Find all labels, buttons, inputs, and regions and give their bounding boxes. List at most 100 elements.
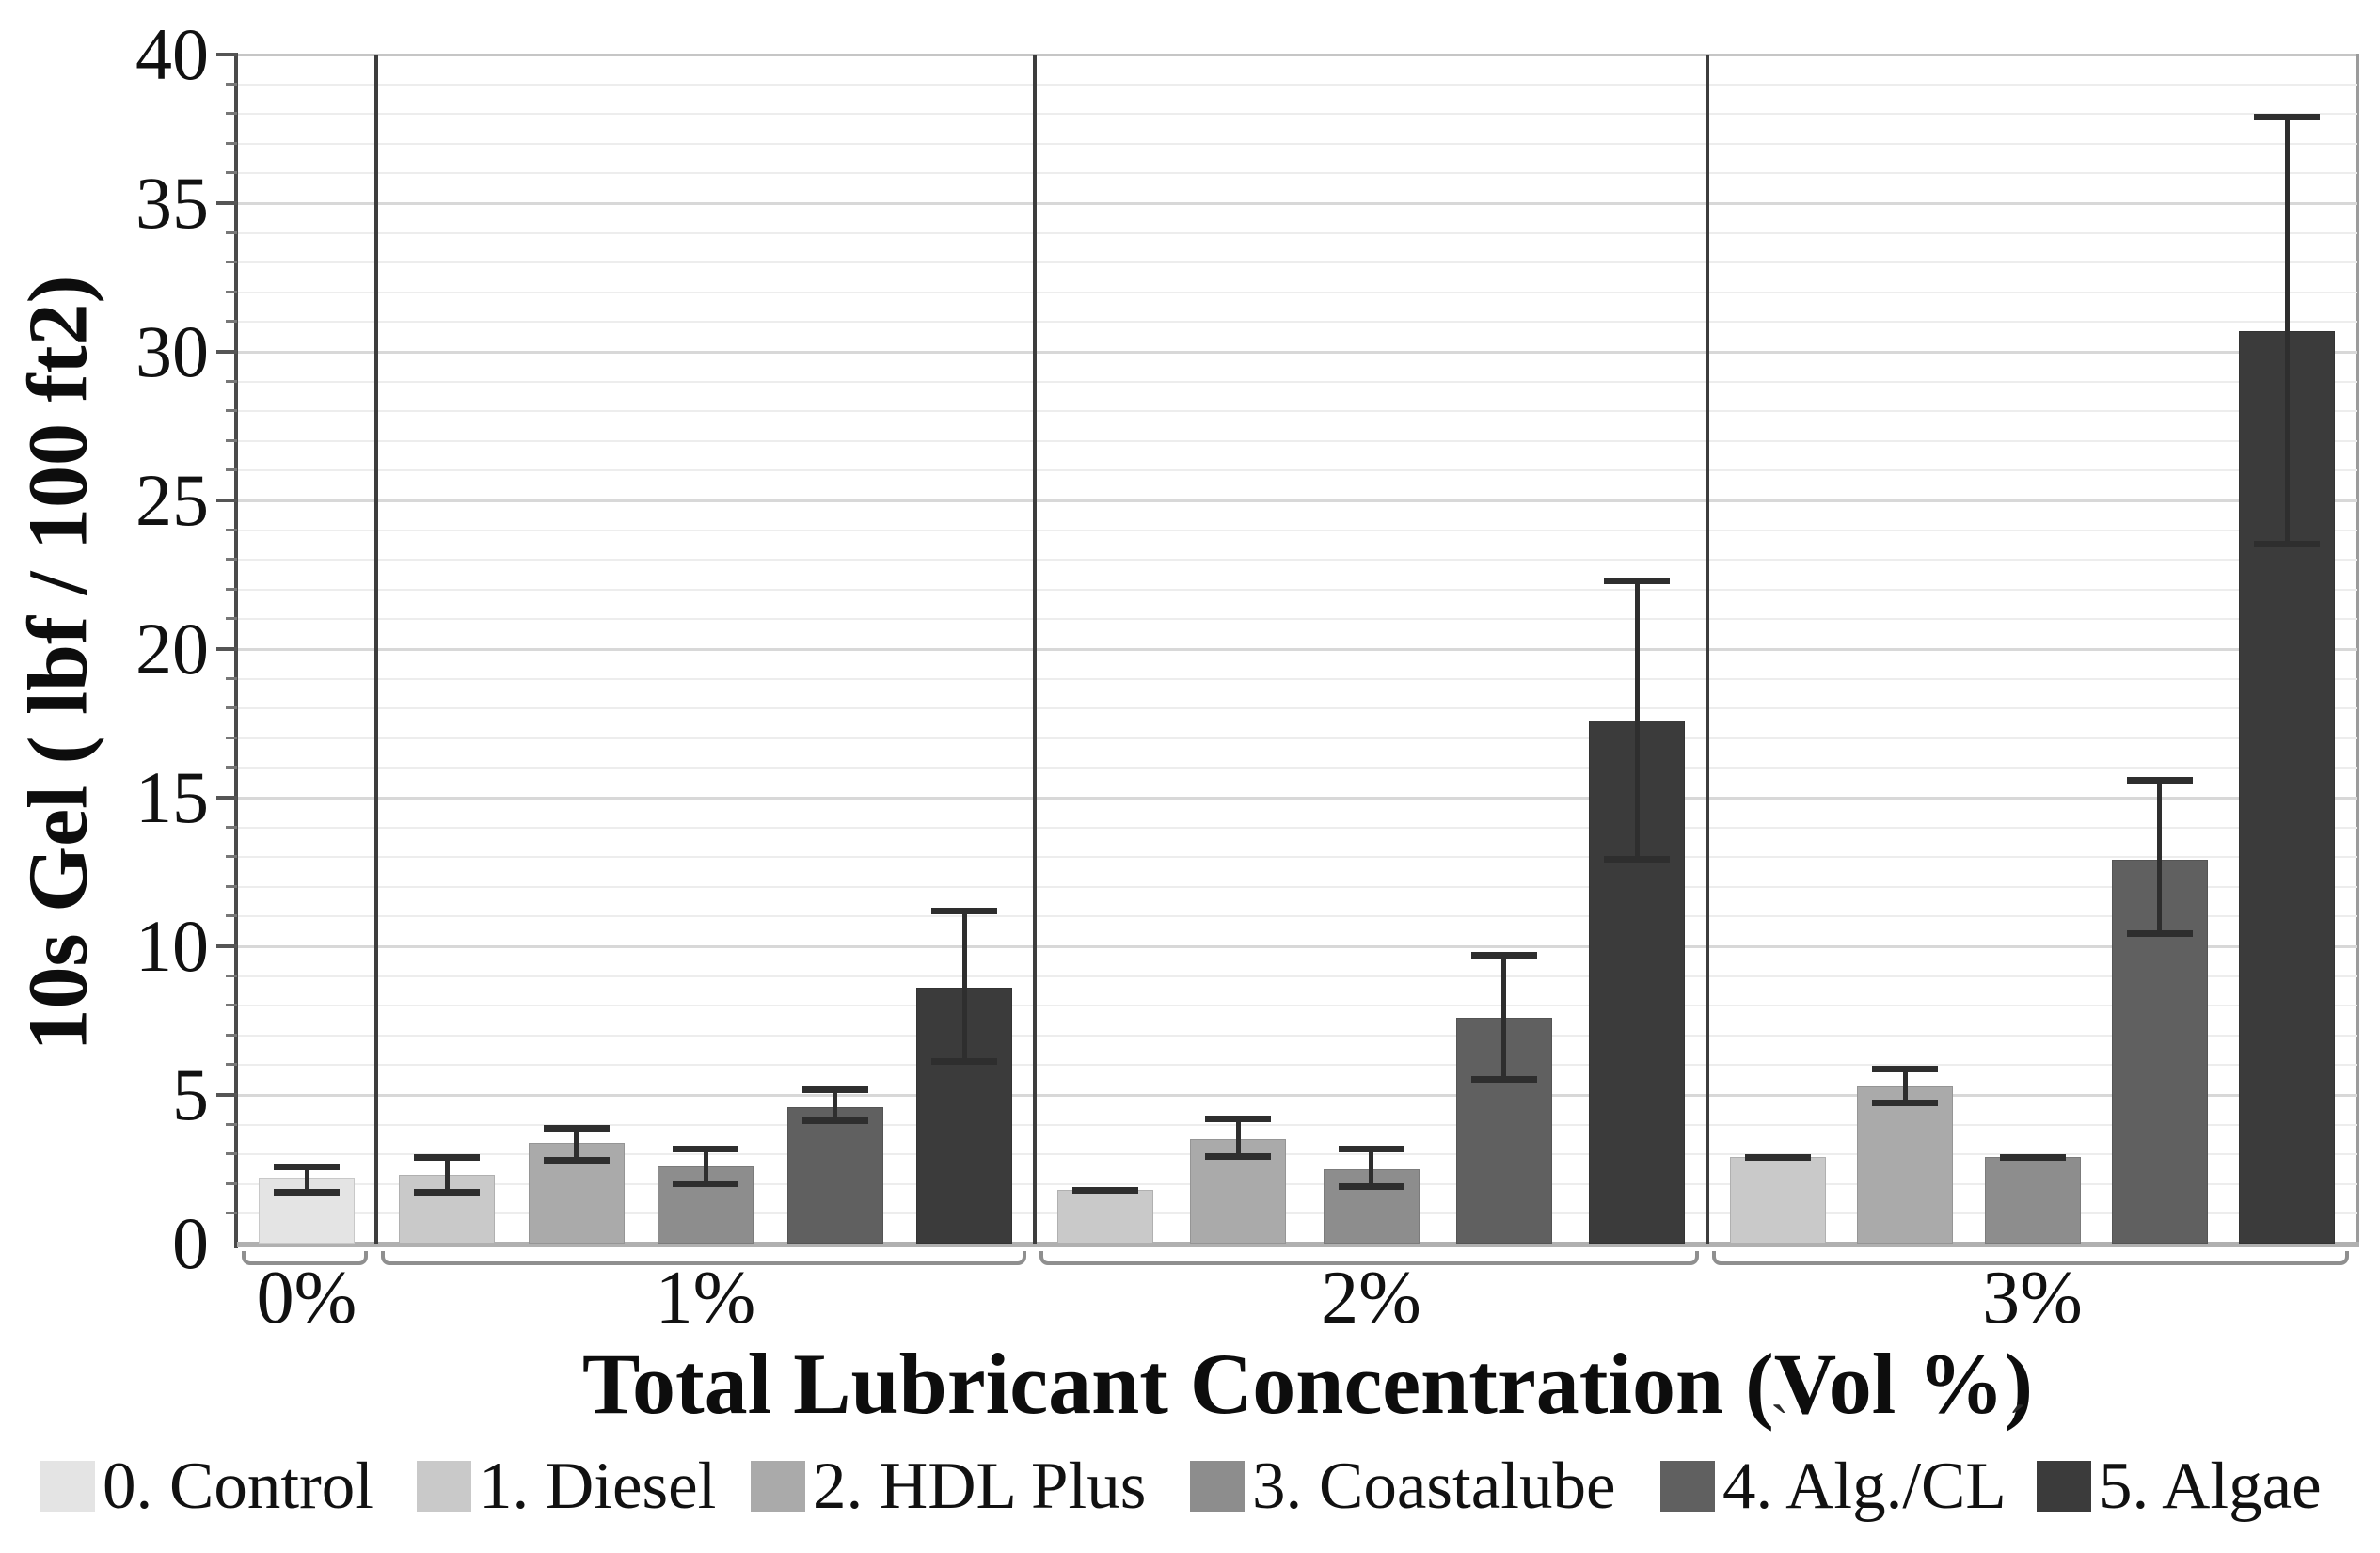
y-major-tick <box>216 350 237 354</box>
error-bar-line <box>833 1088 837 1122</box>
gridline-minor <box>238 142 2357 145</box>
gridline-minor <box>238 1182 2357 1185</box>
legend-swatch <box>1190 1461 1245 1512</box>
error-bar-cap-top <box>931 908 997 915</box>
y-minor-tick <box>226 112 237 116</box>
y-minor-tick <box>226 1033 237 1037</box>
gridline-minor <box>238 975 2357 977</box>
group-bracket <box>242 1251 368 1265</box>
legend-label: 1. Diesel <box>479 1450 717 1523</box>
y-minor-tick <box>226 736 237 739</box>
gridline-minor <box>238 677 2357 680</box>
gridline-major <box>238 499 2357 502</box>
gridline-minor <box>238 469 2357 472</box>
legend-item: 5. Algae <box>2037 1453 2322 1520</box>
y-minor-tick <box>226 141 237 145</box>
error-bar-cap-top <box>1872 1065 1939 1072</box>
y-minor-tick <box>226 855 237 859</box>
error-bar-cap-bottom <box>1205 1153 1272 1161</box>
error-bar-cap-top <box>414 1154 480 1162</box>
legend-swatch <box>1660 1461 1715 1512</box>
legend-item: 2. HDL Plus <box>751 1450 1147 1523</box>
y-minor-tick <box>226 914 237 918</box>
gridline-minor <box>238 410 2357 413</box>
y-tick-label: 20 <box>135 608 209 689</box>
gridline-minor <box>238 826 2357 829</box>
error-bar-cap-bottom <box>274 1189 340 1196</box>
y-major-tick <box>216 944 237 948</box>
gridline-major <box>238 797 2357 800</box>
gridline-minor <box>238 915 2357 918</box>
error-bar-cap-top <box>1072 1187 1138 1195</box>
error-bar-cap-bottom <box>1872 1100 1939 1107</box>
legend-swatch <box>2037 1461 2091 1512</box>
legend-label: 0. Control <box>103 1450 373 1523</box>
gridline-minor <box>238 172 2357 175</box>
x-axis-baseline <box>237 1242 2359 1247</box>
error-bar-cap-top <box>673 1145 738 1152</box>
error-bar-line <box>703 1148 708 1184</box>
legend-label: 3. Coastalube <box>1252 1450 1616 1523</box>
gridline-major <box>238 351 2357 354</box>
y-minor-tick <box>226 558 237 562</box>
y-minor-tick <box>226 1181 237 1185</box>
gridline-minor <box>238 588 2357 591</box>
error-bar-cap-bottom <box>2254 541 2320 548</box>
y-major-tick <box>216 647 237 651</box>
plot-right-border <box>2356 54 2359 1244</box>
legend-label: 2. HDL Plus <box>813 1450 1147 1523</box>
error-bar-cap-top <box>1999 1154 2066 1162</box>
bar <box>1057 1190 1153 1244</box>
error-bar-cap-top <box>1338 1145 1404 1152</box>
error-bar-cap-top <box>2254 114 2320 121</box>
legend-item: 3. Coastalube <box>1190 1450 1616 1523</box>
stray-tick-mark-left: ` <box>1770 1394 1789 1455</box>
gridline-minor <box>238 291 2357 293</box>
legend-swatch <box>417 1461 471 1512</box>
legend-label: 4. Alg./CL <box>1722 1450 2007 1523</box>
y-minor-tick <box>226 290 237 293</box>
error-bar-line <box>961 911 967 1063</box>
y-minor-tick <box>226 230 237 234</box>
error-bar-cap-bottom <box>673 1180 738 1187</box>
gridline-minor <box>238 1034 2357 1037</box>
error-bar-cap-bottom <box>414 1189 480 1196</box>
y-minor-tick <box>226 884 237 888</box>
gridline-major <box>238 1094 2357 1097</box>
gridline-minor <box>238 1153 2357 1156</box>
bar <box>1730 1157 1826 1244</box>
y-minor-tick <box>226 409 237 413</box>
error-bar-cap-bottom <box>1338 1182 1404 1190</box>
bar <box>786 1106 883 1244</box>
error-bar-cap-top <box>1604 578 1670 585</box>
gridline-minor <box>238 1064 2357 1067</box>
bar <box>1857 1086 1954 1244</box>
group-bracket <box>1712 1251 2349 1265</box>
legend-swatch <box>40 1461 95 1512</box>
gridline-minor <box>238 856 2357 859</box>
group-bracket <box>381 1251 1026 1265</box>
gridline-minor <box>238 767 2357 769</box>
gridline-minor <box>238 707 2357 710</box>
legend-swatch <box>751 1461 805 1512</box>
y-major-tick <box>216 53 237 56</box>
y-minor-tick <box>226 1152 237 1156</box>
gridline-minor <box>238 1212 2357 1215</box>
y-major-tick <box>216 1093 237 1097</box>
error-bar-line <box>444 1157 450 1194</box>
y-minor-tick <box>226 528 237 531</box>
error-bar-line <box>1501 955 1507 1081</box>
y-major-tick <box>216 201 237 205</box>
error-bar-cap-bottom <box>801 1117 868 1125</box>
y-minor-tick <box>226 261 237 264</box>
error-bar-line <box>574 1127 579 1161</box>
y-minor-tick <box>226 587 237 591</box>
y-minor-tick <box>226 1122 237 1126</box>
error-bar-line <box>1634 580 1640 861</box>
y-major-tick <box>216 796 237 800</box>
y-minor-tick <box>226 825 237 829</box>
gridline-minor <box>238 321 2357 324</box>
error-bar-cap-bottom <box>1604 856 1670 864</box>
group-separator <box>1706 55 1709 1244</box>
stray-tick-mark-right: ´ <box>2008 1394 2027 1455</box>
